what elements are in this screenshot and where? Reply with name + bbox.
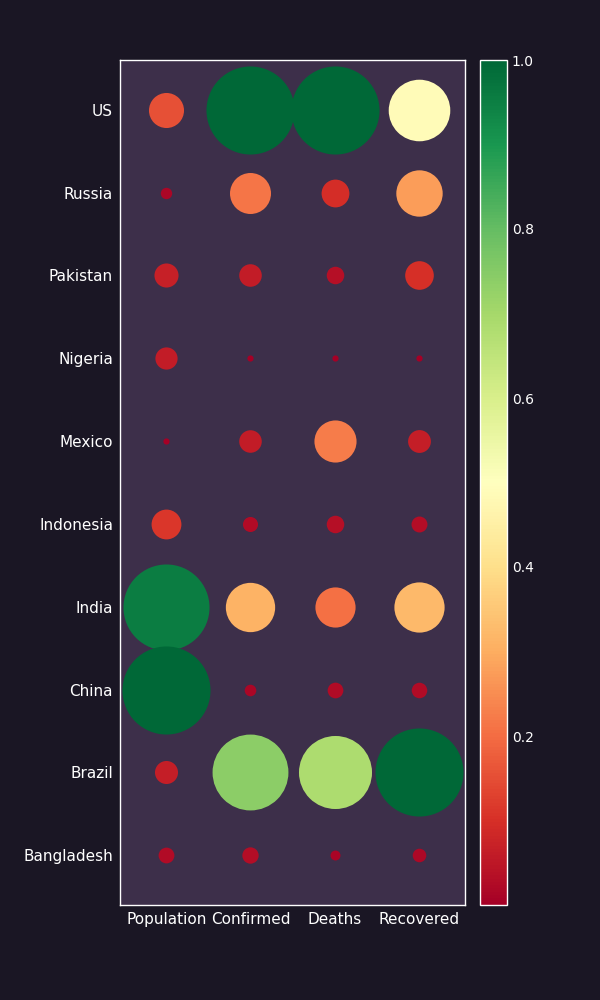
- Point: [330, 433, 340, 449]
- Point: [414, 185, 424, 201]
- Point: [330, 599, 340, 615]
- Point: [245, 599, 255, 615]
- Point: [414, 102, 424, 118]
- Point: [245, 847, 255, 863]
- Point: [330, 350, 340, 366]
- Point: [245, 764, 255, 780]
- Point: [245, 682, 255, 698]
- Point: [330, 267, 340, 283]
- Point: [161, 599, 171, 615]
- Point: [414, 764, 424, 780]
- Point: [330, 185, 340, 201]
- Point: [330, 764, 340, 780]
- Point: [161, 764, 171, 780]
- Point: [161, 682, 171, 698]
- Point: [161, 847, 171, 863]
- Point: [330, 682, 340, 698]
- Point: [414, 682, 424, 698]
- Point: [161, 516, 171, 532]
- Point: [161, 350, 171, 366]
- Point: [414, 599, 424, 615]
- Point: [414, 350, 424, 366]
- Point: [414, 433, 424, 449]
- Point: [245, 267, 255, 283]
- Point: [245, 185, 255, 201]
- Point: [161, 185, 171, 201]
- Point: [245, 433, 255, 449]
- Point: [414, 516, 424, 532]
- Point: [414, 847, 424, 863]
- Point: [330, 102, 340, 118]
- Point: [161, 433, 171, 449]
- Point: [245, 350, 255, 366]
- Point: [245, 102, 255, 118]
- Point: [330, 847, 340, 863]
- Point: [161, 267, 171, 283]
- Point: [161, 102, 171, 118]
- Point: [245, 516, 255, 532]
- Point: [414, 267, 424, 283]
- Point: [330, 516, 340, 532]
